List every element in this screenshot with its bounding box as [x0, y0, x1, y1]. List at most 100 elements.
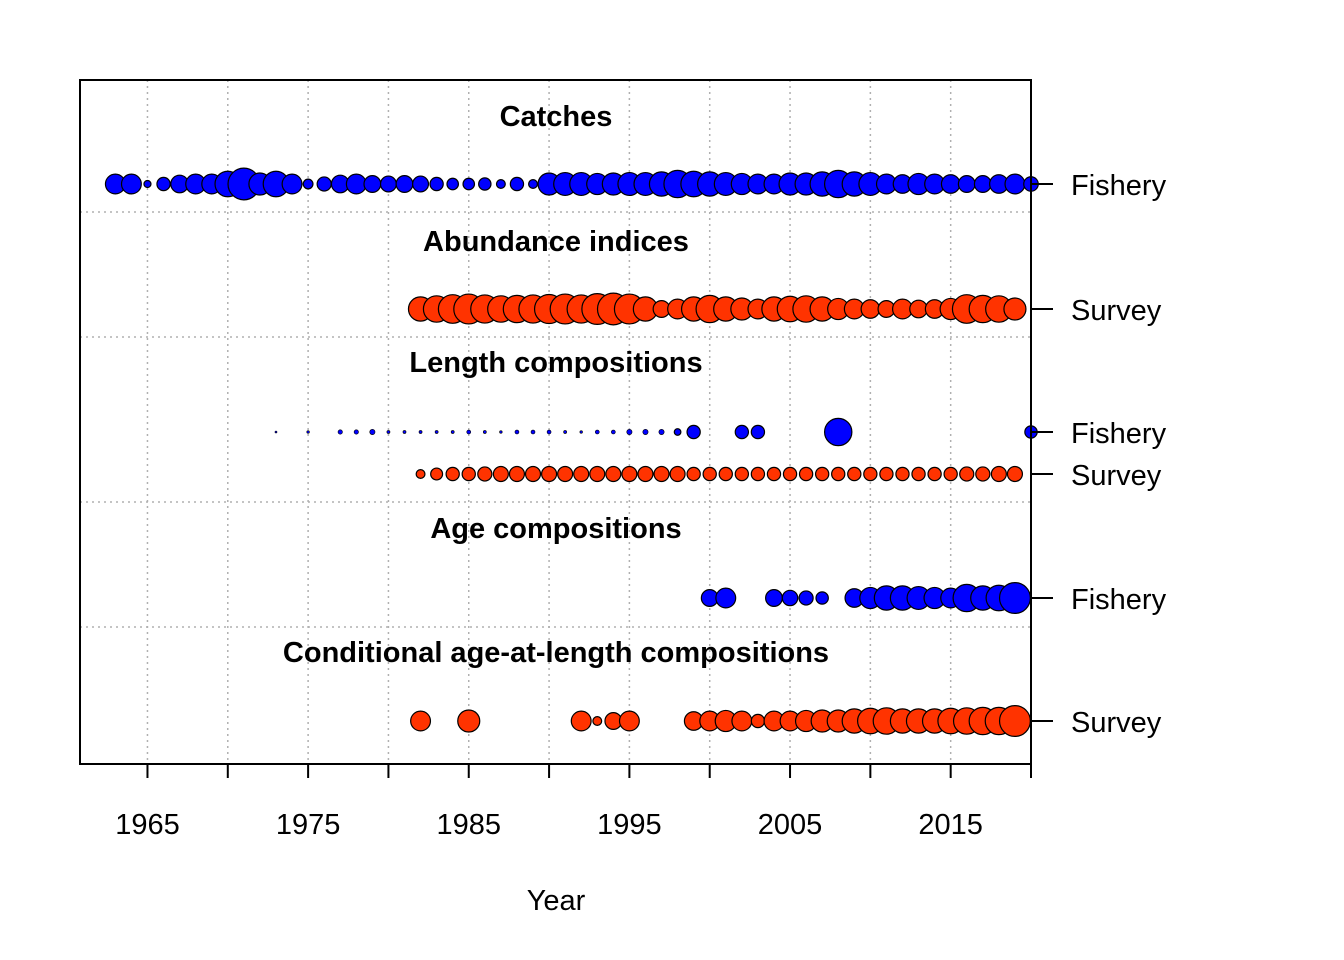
data-bubble	[653, 465, 670, 483]
x-axis: 1965 1975 1985 1995 2005 2015	[115, 763, 1032, 841]
data-bubble	[973, 175, 992, 193]
data-bubble	[557, 465, 574, 483]
data-bubble	[975, 466, 991, 482]
data-bubble	[466, 429, 472, 435]
data-bubble	[766, 466, 782, 482]
data-bubble	[618, 710, 640, 732]
data-bubble	[731, 710, 753, 732]
data-bubble	[658, 429, 665, 435]
data-bubble	[589, 465, 606, 483]
data-bubble	[306, 430, 310, 434]
x-axis-title: Year	[527, 885, 586, 917]
panel-title: Abundance indices	[423, 226, 689, 258]
data-bubble	[734, 466, 750, 482]
data-bubble	[911, 466, 926, 482]
data-bubble	[528, 179, 539, 190]
data-bubble	[302, 178, 314, 190]
data-bubble	[594, 429, 600, 435]
data-bubble	[492, 465, 509, 483]
data-bubble	[546, 429, 552, 435]
data-bubble	[337, 429, 343, 435]
x-tick-label: 1975	[276, 809, 341, 841]
data-bubble	[750, 713, 766, 729]
data-bubble	[847, 466, 862, 482]
data-bubble	[446, 177, 460, 191]
data-bubble	[782, 466, 798, 482]
data-bubble	[957, 175, 976, 193]
data-bubble	[415, 469, 426, 480]
data-bubble	[579, 430, 583, 434]
bubble-layer	[104, 167, 1039, 737]
x-tick-label: 1965	[115, 809, 180, 841]
data-bubble	[831, 466, 846, 482]
data-bubble	[686, 466, 701, 482]
data-bubble	[959, 466, 975, 482]
y-tick-label: Fishery	[1071, 170, 1167, 202]
data-bubble	[363, 175, 382, 193]
x-tick-label: 1985	[436, 809, 501, 841]
data-bubble	[430, 467, 444, 481]
data-bubble	[508, 465, 526, 483]
data-bubble	[462, 177, 476, 191]
data-bubble	[998, 581, 1031, 614]
panel-separators	[80, 211, 1031, 628]
data-bubble	[482, 430, 487, 434]
y-tick-label: Fishery	[1071, 418, 1167, 450]
data-bubble	[592, 715, 603, 726]
data-bubble	[686, 424, 701, 440]
data-bubble	[386, 430, 391, 434]
data-bubble	[626, 429, 633, 435]
data-bubble	[637, 465, 654, 483]
data-bubble	[673, 428, 682, 436]
y-tick-label: Survey	[1071, 295, 1162, 327]
data-bubble	[715, 587, 737, 609]
data-bubble	[563, 430, 567, 434]
data-bubble	[369, 429, 376, 435]
data-bubble	[940, 174, 961, 194]
data-bubble	[412, 175, 430, 193]
data-bubble	[798, 590, 814, 606]
data-bubble	[998, 704, 1031, 737]
data-bubble	[879, 466, 894, 482]
x-tick-label: 1995	[597, 809, 662, 841]
data-bubble	[499, 430, 503, 434]
data-bubble	[990, 465, 1007, 483]
y-tick-label: Fishery	[1071, 584, 1167, 616]
data-bubble	[478, 177, 492, 191]
data-bubble	[765, 589, 783, 607]
data-bubble	[530, 429, 536, 435]
data-bubble	[429, 176, 444, 192]
data-bubble	[402, 430, 407, 434]
panel-title: Age compositions	[430, 513, 681, 545]
data-bubble	[450, 430, 455, 434]
data-bubble	[316, 176, 332, 192]
data-bubble	[477, 466, 493, 482]
data-bubble	[1003, 297, 1027, 321]
data-bubble	[156, 176, 171, 192]
data-bubble	[540, 465, 558, 483]
data-bubble	[798, 466, 814, 482]
panel-titles: Catches Abundance indices Length compositi…	[283, 101, 829, 669]
data-bubble	[410, 710, 432, 732]
data-bubble	[120, 173, 142, 195]
data-bubble	[669, 465, 686, 483]
data-bubble	[461, 466, 476, 482]
y-tick-label: Survey	[1071, 707, 1162, 739]
data-bubble	[734, 424, 750, 440]
data-bubble	[702, 466, 717, 482]
data-bubble	[814, 466, 830, 482]
data-bubble	[895, 466, 910, 482]
x-tick-label: 2015	[918, 809, 983, 841]
data-bubble	[524, 465, 542, 483]
panel-title: Catches	[500, 101, 613, 133]
data-bubble	[605, 465, 622, 483]
x-tick-label: 2005	[758, 809, 823, 841]
data-bubble	[445, 466, 460, 482]
data-bubble	[418, 430, 423, 434]
data-bubble	[909, 299, 928, 319]
data-bubble	[274, 430, 278, 434]
data-bubble	[943, 466, 958, 482]
data-bubble	[573, 465, 590, 483]
data-bubble	[750, 424, 766, 440]
